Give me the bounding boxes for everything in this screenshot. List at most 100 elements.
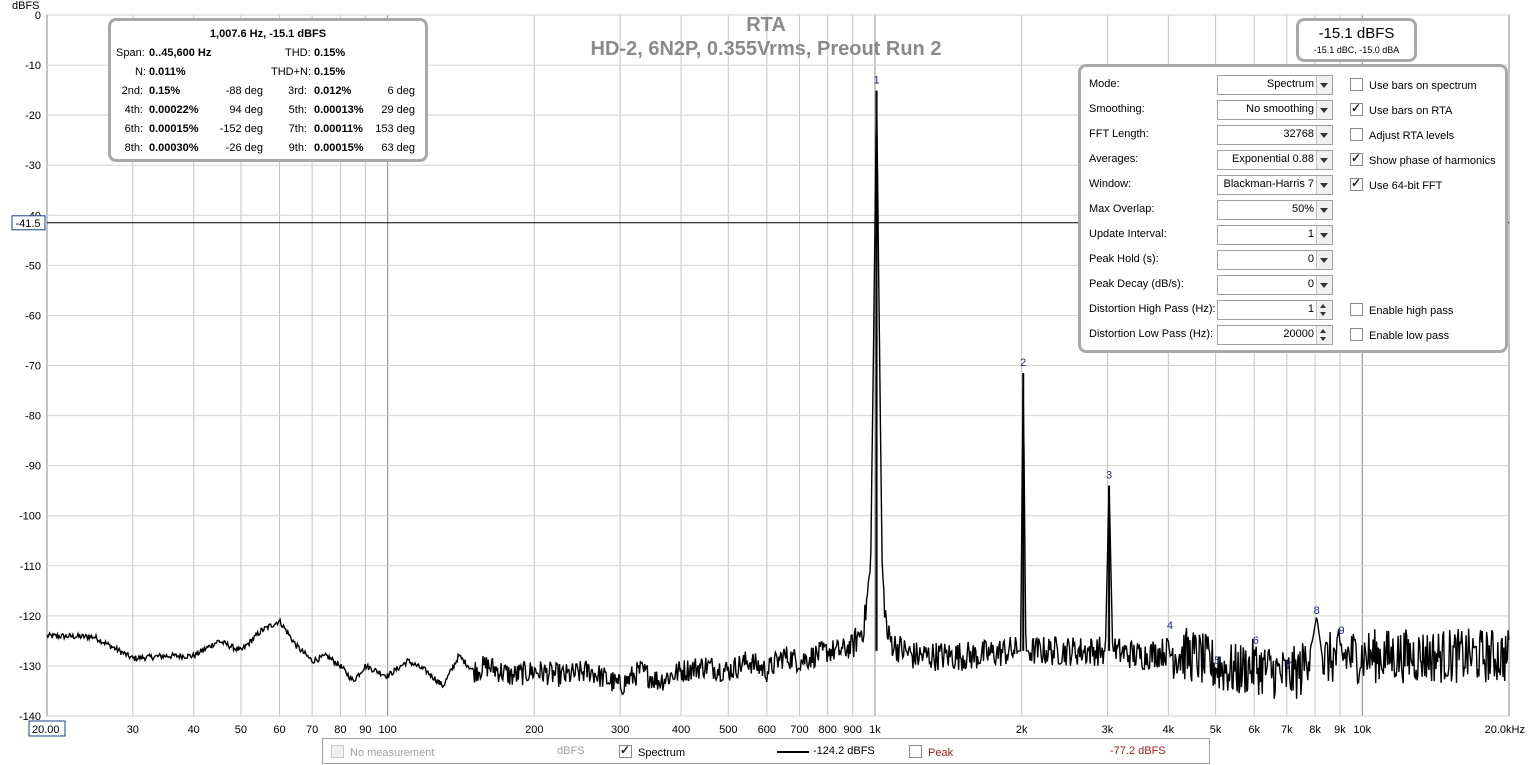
- checkbox-label: Use 64-bit FFT: [1369, 180, 1443, 192]
- spectrum-item[interactable]: Spectrum: [619, 743, 686, 759]
- distortion-panel[interactable]: 1,007.6 Hz, -15.1 dBFS Span: 0..45,600 H…: [108, 18, 428, 162]
- setting-dropdown[interactable]: Spectrum: [1217, 75, 1333, 95]
- setting-value: Exponential 0.88: [1232, 153, 1314, 165]
- dropdown-arrow-icon[interactable]: [1316, 226, 1332, 244]
- spectrum-label: Spectrum: [638, 747, 686, 759]
- harmonic-label: 4th:: [124, 104, 143, 116]
- dropdown-arrow-icon[interactable]: [1316, 276, 1332, 294]
- x-tick-label: 800: [819, 724, 837, 736]
- setting-checkbox-item[interactable]: Adjust RTA levels: [1350, 128, 1454, 142]
- noise-value: 0.011%: [149, 66, 186, 78]
- peak-item[interactable]: Peak: [909, 745, 953, 759]
- spinner-arrows-icon[interactable]: [1316, 326, 1332, 344]
- x-range-box: [28, 720, 66, 737]
- dropdown-arrow-icon[interactable]: [1316, 201, 1332, 219]
- harmonic-value: 0.012%: [314, 85, 352, 97]
- setting-value: Spectrum: [1266, 78, 1314, 90]
- level-sub: -15.1 dBC, -15.0 dBA: [1313, 45, 1400, 55]
- spin-up-icon[interactable]: [1320, 304, 1326, 308]
- settings-panel[interactable]: Mode: Spectrum Smoothing: No smoothing FFT L…: [1078, 64, 1508, 353]
- spectrum-value: -124.2 dBFS: [813, 745, 875, 757]
- harmonic-marker: 3: [1106, 470, 1112, 482]
- harmonic-label: 9th:: [288, 142, 307, 154]
- no-measurement-checkbox[interactable]: [331, 745, 344, 758]
- setting-dropdown[interactable]: Blackman-Harris 7: [1217, 175, 1333, 195]
- x-tick-label: 60: [273, 724, 285, 736]
- setting-dropdown[interactable]: 50%: [1217, 200, 1333, 220]
- no-measurement-item[interactable]: No measurement: [331, 745, 434, 759]
- dropdown-arrow-icon[interactable]: [1316, 151, 1332, 169]
- setting-spinner[interactable]: 20000: [1217, 325, 1333, 345]
- spin-down-icon[interactable]: [1320, 337, 1326, 341]
- setting-dropdown[interactable]: Exponential 0.88: [1217, 150, 1333, 170]
- setting-label: FFT Length:: [1089, 128, 1149, 140]
- harmonic-value: 0.00015%: [314, 142, 364, 154]
- dropdown-arrow-icon[interactable]: [1316, 176, 1332, 194]
- x-tick-label: 20.00: [32, 724, 60, 736]
- setting-value: 20000: [1283, 328, 1314, 340]
- setting-checkbox-item[interactable]: Use bars on spectrum: [1350, 78, 1477, 92]
- setting-value: Blackman-Harris 7: [1223, 178, 1314, 190]
- spinner-arrows-icon[interactable]: [1316, 301, 1332, 319]
- x-tick-label: 90: [359, 724, 371, 736]
- dropdown-arrow-icon[interactable]: [1316, 251, 1332, 269]
- setting-dropdown[interactable]: 0: [1217, 250, 1333, 270]
- x-tick-label: 20.0kHz: [1485, 724, 1525, 736]
- checkbox-icon[interactable]: [1350, 78, 1363, 91]
- setting-value: 1: [1307, 228, 1314, 240]
- checkbox-label: Enable high pass: [1369, 305, 1454, 317]
- thd-label: THD:: [285, 47, 311, 59]
- setting-dropdown[interactable]: 0: [1217, 275, 1333, 295]
- dropdown-arrow-icon[interactable]: [1316, 126, 1332, 144]
- harmonic-phase: -88 deg: [225, 85, 263, 97]
- setting-label: Update Interval:: [1089, 228, 1167, 240]
- harmonic-label: 2nd:: [121, 85, 143, 97]
- y-tick-label: -130: [19, 661, 41, 673]
- harmonic-value: 0.00030%: [149, 142, 199, 154]
- setting-dropdown[interactable]: No smoothing: [1217, 100, 1333, 120]
- harmonic-marker: 4: [1167, 620, 1173, 632]
- checkbox-icon[interactable]: [1350, 101, 1363, 116]
- setting-checkbox-item[interactable]: Enable low pass: [1350, 328, 1449, 342]
- harmonic-value: 0.00011%: [314, 123, 363, 135]
- setting-spinner[interactable]: 1: [1217, 300, 1333, 320]
- harmonic-phase: -152 deg: [219, 123, 263, 135]
- spectrum-checkbox[interactable]: [619, 743, 632, 758]
- setting-value: 50%: [1291, 203, 1314, 215]
- checkbox-label: Use bars on RTA: [1369, 105, 1453, 117]
- checkbox-icon[interactable]: [1350, 151, 1363, 166]
- setting-label: Distortion Low Pass (Hz):: [1089, 328, 1214, 340]
- level-readout: -15.1 dBFS -15.1 dBC, -15.0 dBA: [1296, 18, 1417, 62]
- checkbox-icon[interactable]: [1350, 303, 1363, 316]
- thdn-value: 0.15%: [314, 66, 346, 78]
- legend-unit: dBFS: [557, 745, 585, 757]
- x-tick-label: 6k: [1248, 724, 1260, 736]
- harmonic-phase: 29 deg: [381, 104, 415, 116]
- setting-dropdown[interactable]: 32768: [1217, 125, 1333, 145]
- setting-dropdown[interactable]: 1: [1217, 225, 1333, 245]
- harmonic-value: 0.00022%: [149, 104, 199, 116]
- setting-value: No smoothing: [1246, 103, 1314, 115]
- spin-down-icon[interactable]: [1320, 312, 1326, 316]
- setting-checkbox-item[interactable]: Use 64-bit FFT: [1350, 176, 1443, 192]
- checkbox-icon[interactable]: [1350, 328, 1363, 341]
- dropdown-arrow-icon[interactable]: [1316, 101, 1332, 119]
- dropdown-arrow-icon[interactable]: [1316, 76, 1332, 94]
- setting-checkbox-item[interactable]: Show phase of harmonics: [1350, 151, 1496, 167]
- peak-label: Peak: [928, 747, 954, 759]
- harmonic-label: 6th:: [124, 123, 143, 135]
- checkbox-icon[interactable]: [1350, 176, 1363, 191]
- checkbox-label: Use bars on spectrum: [1369, 80, 1477, 92]
- spin-up-icon[interactable]: [1320, 329, 1326, 333]
- checkbox-icon[interactable]: [1350, 128, 1363, 141]
- spectrum-line-swatch: [777, 751, 809, 753]
- y-tick-label: -100: [19, 511, 41, 523]
- peak-checkbox[interactable]: [909, 745, 922, 758]
- x-tick-label: 400: [672, 724, 690, 736]
- setting-checkbox-item[interactable]: Enable high pass: [1350, 303, 1453, 317]
- y-tick-label: -20: [25, 110, 41, 122]
- setting-label: Mode:: [1089, 78, 1120, 90]
- y-tick-label: -80: [25, 411, 41, 423]
- setting-checkbox-item[interactable]: Use bars on RTA: [1350, 101, 1453, 117]
- x-tick-label: 1k: [869, 724, 881, 736]
